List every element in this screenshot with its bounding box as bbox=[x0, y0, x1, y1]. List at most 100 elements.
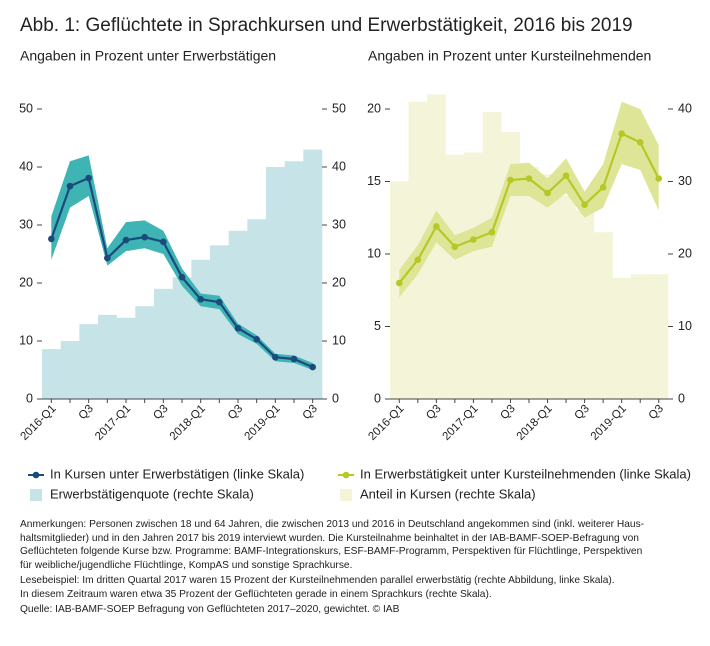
bar bbox=[247, 219, 267, 399]
confidence-band bbox=[51, 155, 313, 370]
bar bbox=[284, 161, 304, 399]
x-tick-label: 2019-Q1 bbox=[589, 403, 629, 443]
x-tick-label: 2017-Q1 bbox=[441, 403, 481, 443]
confidence-band bbox=[399, 101, 659, 298]
note-line: für weibliche/jugendliche Flüchtlinge, K… bbox=[20, 559, 353, 571]
x-tick-label: Q3 bbox=[647, 403, 666, 422]
x-tick-label: Q3 bbox=[498, 403, 517, 422]
y2-tick-label: 50 bbox=[332, 101, 346, 115]
y2-tick-label: 30 bbox=[678, 174, 692, 188]
marker bbox=[160, 238, 167, 246]
bar bbox=[228, 230, 248, 399]
y2-tick-label: 0 bbox=[332, 391, 339, 405]
bar bbox=[593, 232, 613, 399]
x-tick-label: Q3 bbox=[573, 403, 592, 422]
bar bbox=[519, 167, 539, 399]
marker bbox=[655, 175, 663, 182]
x-tick-label: 2016-Q1 bbox=[366, 403, 406, 443]
subtitle: Angaben in Prozent unter Kursteilnehmend… bbox=[368, 48, 651, 64]
marker bbox=[562, 172, 570, 179]
marker bbox=[141, 233, 148, 241]
note-line: Quelle: IAB-BAMF-SOEP Befragung von Gefl… bbox=[20, 604, 400, 615]
marker bbox=[309, 363, 316, 371]
x-tick-label: 2016-Q1 bbox=[18, 403, 58, 443]
bar bbox=[79, 324, 99, 399]
bar bbox=[98, 314, 117, 399]
bar bbox=[464, 152, 483, 399]
marker bbox=[234, 324, 242, 332]
marker bbox=[178, 273, 186, 281]
marker bbox=[253, 335, 260, 343]
y2-tick-label: 20 bbox=[678, 246, 692, 260]
legend-swatch bbox=[30, 489, 42, 501]
bar bbox=[575, 210, 595, 399]
bar bbox=[556, 196, 576, 399]
bar bbox=[266, 167, 285, 399]
note-line: Anmerkungen: Personen zwischen 18 und 64… bbox=[20, 519, 645, 530]
bar bbox=[538, 174, 558, 399]
legend-marker bbox=[32, 471, 40, 479]
y-tick-label: 5 bbox=[374, 319, 381, 333]
y2-tick-label: 10 bbox=[332, 333, 346, 347]
legend-label: Erwerbstätigenquote (rechte Skala) bbox=[50, 486, 254, 501]
bar bbox=[172, 277, 192, 399]
marker bbox=[104, 254, 111, 262]
x-tick-label: 2019-Q1 bbox=[242, 403, 282, 443]
legend-label: In Kursen unter Erwerbstätigen (linke Sk… bbox=[50, 466, 304, 481]
chart-title: Abb. 1: Geflüchtete in Sprachkursen und … bbox=[20, 15, 633, 36]
marker bbox=[48, 235, 55, 243]
bar bbox=[303, 149, 323, 399]
marker bbox=[433, 223, 440, 230]
x-tick-label: 2017-Q1 bbox=[93, 403, 133, 443]
y2-tick-label: 10 bbox=[678, 319, 692, 333]
y-tick-label: 0 bbox=[374, 391, 381, 405]
marker bbox=[636, 139, 644, 146]
marker bbox=[488, 228, 496, 236]
bar bbox=[427, 94, 446, 399]
bar bbox=[116, 317, 136, 399]
marker bbox=[197, 295, 204, 303]
note-line: haltsmitglieder) und in den Jahren 2017 … bbox=[20, 532, 639, 544]
bar bbox=[154, 288, 173, 399]
y-tick-label: 40 bbox=[19, 159, 33, 173]
legend-label: In Erwerbstätigkeit unter Kursteilnehmen… bbox=[360, 466, 691, 481]
note-line: Lesebeispiel: Im dritten Quartal 2017 wa… bbox=[20, 575, 615, 586]
marker bbox=[525, 175, 533, 182]
bar bbox=[612, 277, 632, 399]
marker bbox=[414, 256, 422, 264]
bar bbox=[210, 245, 229, 399]
bar bbox=[191, 259, 211, 399]
y2-tick-label: 20 bbox=[332, 275, 346, 289]
marker bbox=[507, 176, 514, 184]
marker bbox=[544, 189, 551, 197]
x-tick-label: Q3 bbox=[424, 403, 443, 422]
legend-swatch bbox=[340, 489, 352, 501]
y2-tick-label: 30 bbox=[332, 217, 346, 231]
bar bbox=[42, 349, 61, 399]
subtitle: Angaben in Prozent unter Erwerbstätigen bbox=[20, 48, 276, 64]
marker bbox=[581, 201, 588, 208]
bar bbox=[60, 341, 80, 399]
marker bbox=[272, 353, 279, 361]
y-tick-label: 20 bbox=[19, 275, 33, 289]
legend-marker bbox=[342, 471, 350, 479]
marker bbox=[85, 174, 92, 182]
x-tick-label: Q3 bbox=[77, 403, 96, 422]
note-line: Geflüchteten folgende Kurse bzw. Program… bbox=[20, 546, 643, 557]
marker bbox=[290, 355, 298, 363]
y2-tick-label: 40 bbox=[678, 101, 692, 115]
y-tick-label: 10 bbox=[367, 246, 381, 260]
marker bbox=[216, 298, 223, 306]
marker bbox=[395, 279, 403, 287]
x-tick-label: Q3 bbox=[301, 403, 320, 422]
y-tick-label: 20 bbox=[367, 101, 381, 115]
bar bbox=[482, 111, 502, 400]
bar bbox=[649, 274, 669, 399]
notes: Anmerkungen: Personen zwischen 18 und 64… bbox=[20, 518, 704, 617]
x-tick-label: 2018-Q1 bbox=[515, 403, 555, 443]
bar bbox=[445, 154, 465, 399]
chart: Abb. 1: Geflüchtete in Sprachkursen und … bbox=[18, 15, 692, 501]
bar bbox=[630, 274, 650, 399]
bar bbox=[135, 306, 155, 399]
